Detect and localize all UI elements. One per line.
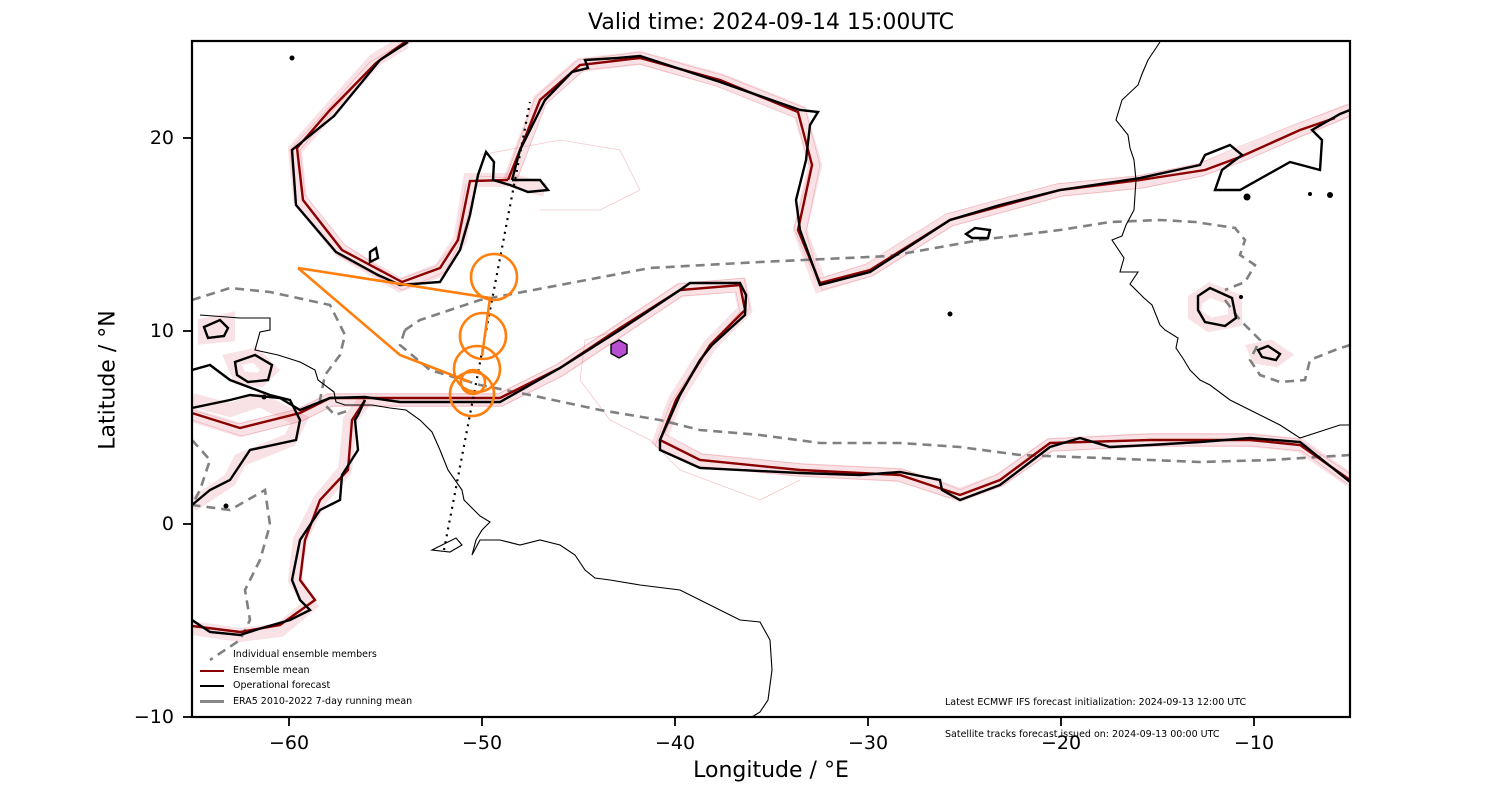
legend-item-ensemble-members: Individual ensemble members: [200, 647, 412, 663]
chart-title: Valid time: 2024-09-14 15:00UTC: [588, 10, 954, 35]
x-tick-label: −10: [1233, 732, 1275, 754]
x-tick-label: −60: [268, 732, 310, 754]
y-tick-label: 0: [161, 513, 174, 535]
legend-label: Ensemble mean: [233, 664, 310, 676]
hexagon-marker: [610, 339, 628, 359]
satellite-issue-text: Satellite tracks forecast issued on: 202…: [945, 728, 1220, 740]
legend: Individual ensemble members Ensemble mea…: [200, 647, 412, 710]
operational-forecast-contour: [192, 41, 1350, 637]
init-time-text: Latest ECMWF IFS forecast initialization…: [945, 697, 1247, 708]
orange-track: [297, 252, 519, 418]
axis-ticks: [183, 137, 1255, 726]
coastlines: [199, 41, 1350, 717]
y-tick-label: 20: [149, 127, 174, 149]
legend-item-ensemble-mean: Ensemble mean: [200, 663, 412, 679]
ensemble-members: [192, 41, 1350, 643]
legend-label: ERA5 2010-2022 7-day running mean: [233, 696, 413, 708]
x-axis-label: Longitude / °E: [693, 758, 849, 783]
x-tick-label: −50: [461, 732, 503, 754]
legend-swatch-icon: [200, 700, 224, 704]
legend-swatch-icon: [200, 669, 224, 672]
legend-swatch-icon: [200, 654, 224, 656]
x-tick-label: −20: [1040, 732, 1082, 754]
legend-item-operational-forecast: Operational forecast: [200, 678, 412, 694]
legend-item-era5: ERA5 2010-2022 7-day running mean: [200, 694, 412, 710]
era5-contour: [192, 218, 1350, 662]
x-tick-label: −40: [654, 732, 696, 754]
x-tick-label: −30: [847, 732, 889, 754]
legend-label: Operational forecast: [233, 680, 331, 692]
axes-frame: [190, 39, 1352, 719]
legend-label: Individual ensemble members: [233, 649, 377, 660]
small-contour-blobs: [223, 55, 1333, 509]
y-tick-label: −10: [133, 706, 174, 728]
y-tick-label: 10: [149, 320, 174, 342]
forecast-info-annotation: Latest ECMWF IFS forecast initialization…: [945, 677, 1246, 751]
legend-swatch-icon: [200, 685, 224, 688]
